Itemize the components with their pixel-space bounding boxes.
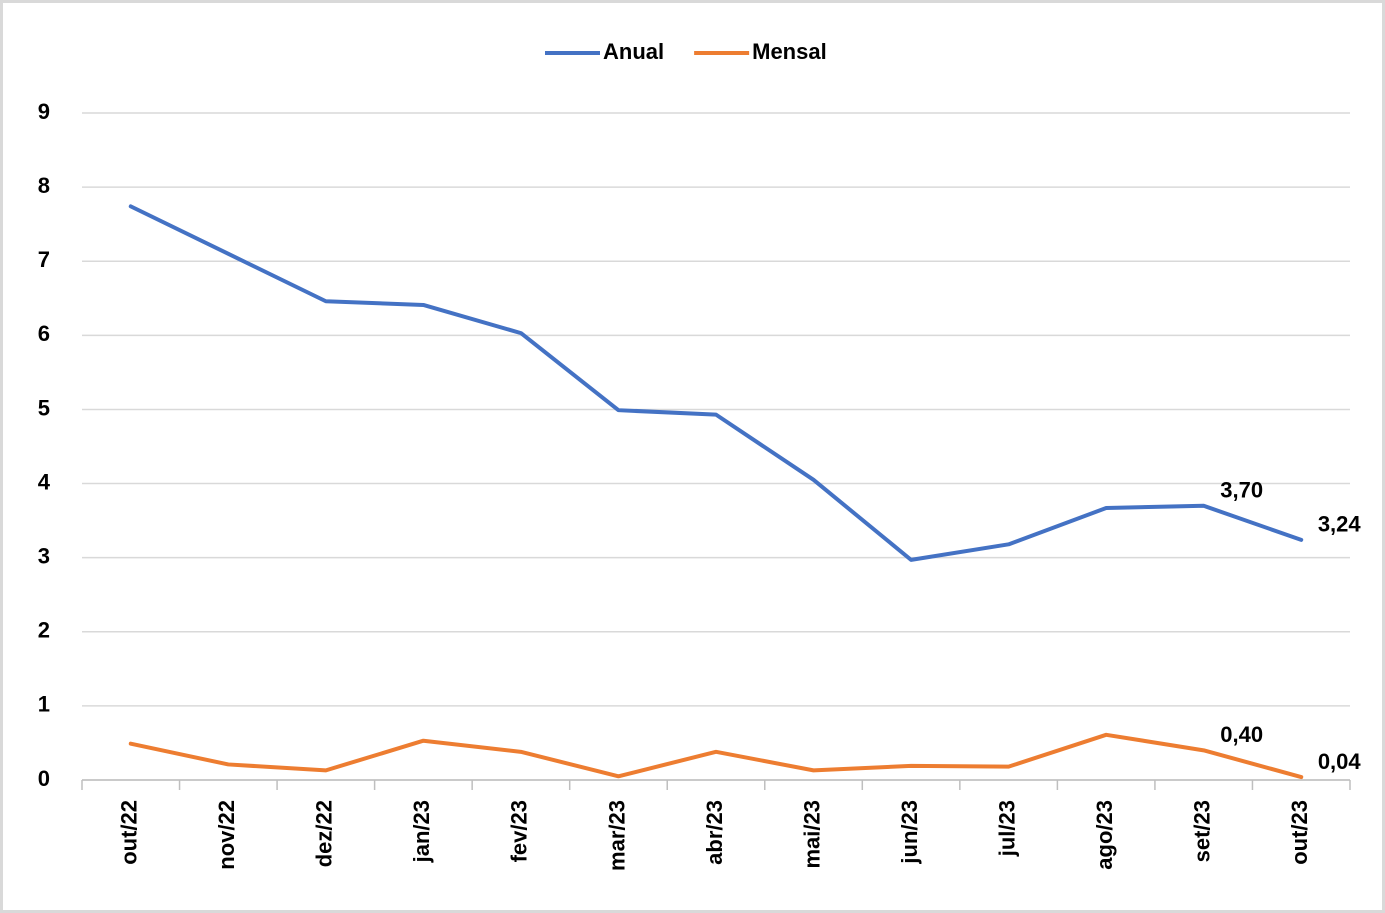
data-line: [128, 204, 1304, 562]
y-tick-label: 4: [38, 469, 51, 494]
x-tick-label: jun/23: [897, 800, 922, 865]
x-tick-label: ago/23: [1092, 800, 1117, 870]
y-tick-label: 9: [38, 99, 50, 124]
y-tick-label: 1: [38, 692, 50, 717]
data-label: 0,40: [1220, 722, 1263, 747]
x-tick-label: dez/22: [312, 800, 337, 867]
y-tick-label: 8: [38, 173, 50, 198]
data-label: 0,04: [1318, 749, 1362, 774]
x-tick-label: nov/22: [214, 800, 239, 870]
x-tick-label: abr/23: [702, 800, 727, 865]
x-tick-label: mai/23: [799, 800, 824, 869]
x-tick-label: out/22: [117, 800, 142, 865]
legend-label: Mensal: [752, 39, 827, 64]
data-line: [128, 732, 1304, 780]
y-tick-label: 5: [38, 395, 50, 420]
data-label: 3,70: [1220, 478, 1263, 503]
y-tick-label: 3: [38, 543, 50, 568]
x-tick-label: mar/23: [604, 800, 629, 871]
x-tick-label: fev/23: [507, 800, 532, 862]
x-tick-label: out/23: [1287, 800, 1312, 865]
y-tick-label: 0: [38, 766, 50, 791]
y-tick-label: 7: [38, 247, 50, 272]
x-tick-label: set/23: [1190, 800, 1215, 862]
y-tick-label: 2: [38, 618, 50, 643]
legend-label: Anual: [603, 39, 664, 64]
data-label: 3,24: [1318, 512, 1362, 537]
y-tick-label: 6: [38, 321, 50, 346]
x-tick-label: jan/23: [409, 800, 434, 863]
x-tick-label: jul/23: [994, 800, 1019, 857]
